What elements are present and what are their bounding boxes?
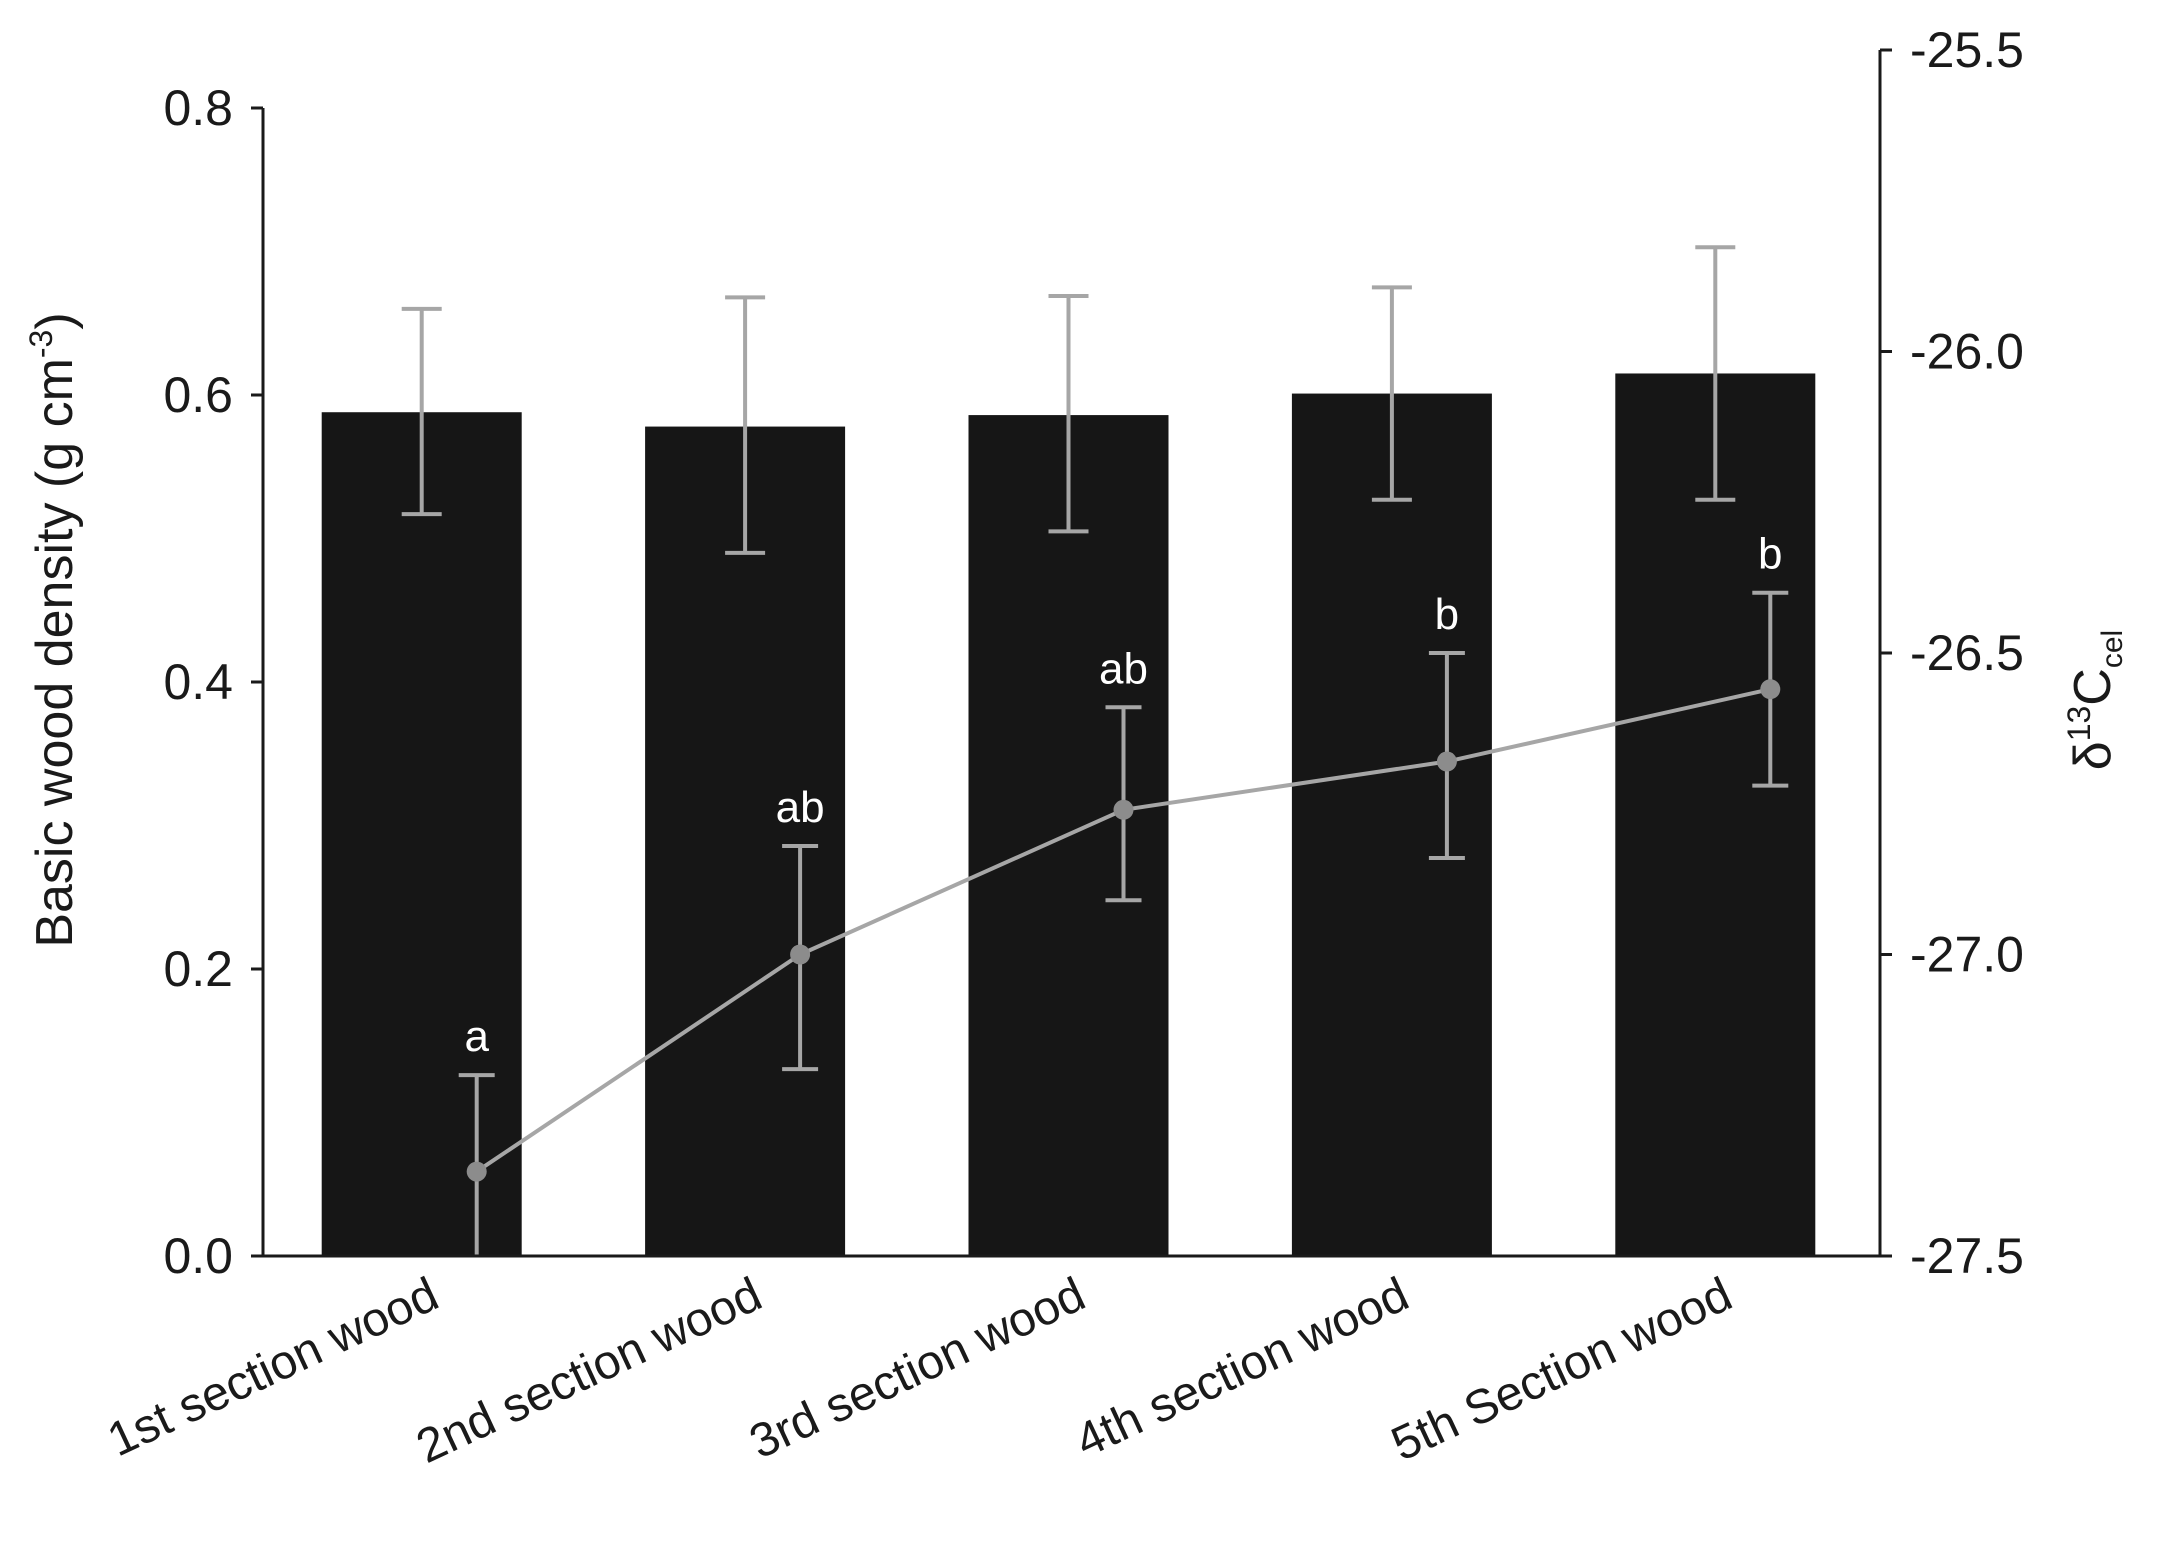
category-label-3: 3rd section wood bbox=[742, 1268, 1093, 1469]
bar-5 bbox=[1615, 373, 1816, 1257]
line-point-3 bbox=[1113, 799, 1134, 820]
category-label-2: 2nd section wood bbox=[409, 1268, 770, 1474]
bars-layer bbox=[321, 373, 1816, 1257]
significance-label-2: ab bbox=[776, 783, 825, 832]
line-point-2 bbox=[790, 944, 811, 965]
right-tick-label-3: -26.5 bbox=[1910, 625, 2024, 681]
significance-label-5: b bbox=[1758, 530, 1782, 579]
significance-label-3: ab bbox=[1099, 644, 1148, 693]
line-point-5 bbox=[1760, 679, 1781, 700]
category-label-1: 1st section wood bbox=[100, 1268, 446, 1467]
left-tick-label-2: 0.2 bbox=[163, 941, 233, 997]
line-point-4 bbox=[1436, 751, 1457, 772]
category-label-5: 5th Section wood bbox=[1384, 1268, 1740, 1472]
bar-2 bbox=[645, 426, 846, 1256]
left-tick-label-3: 0.4 bbox=[163, 654, 233, 710]
bar-1 bbox=[321, 412, 522, 1257]
left-axis-title: Basic wood density (g cm-3) bbox=[23, 312, 84, 947]
axes-layer bbox=[251, 48, 1892, 1258]
right-axis-title: δ13Ccel bbox=[2061, 630, 2129, 770]
significance-label-1: a bbox=[464, 1012, 489, 1061]
left-tick-label-1: 0.0 bbox=[163, 1228, 233, 1284]
left-tick-label-5: 0.8 bbox=[163, 80, 233, 136]
right-tick-label-2: -27.0 bbox=[1910, 927, 2024, 983]
bar-4 bbox=[1291, 393, 1492, 1256]
significance-label-4: b bbox=[1435, 590, 1459, 639]
bar-error-layer bbox=[401, 245, 1736, 555]
line-point-1 bbox=[466, 1161, 487, 1182]
line-layer bbox=[458, 590, 1789, 1256]
right-tick-label-1: -27.5 bbox=[1910, 1228, 2024, 1284]
left-tick-label-4: 0.6 bbox=[163, 367, 233, 423]
right-tick-label-5: -25.5 bbox=[1910, 22, 2024, 78]
right-tick-label-4: -26.0 bbox=[1910, 324, 2024, 380]
category-label-4: 4th section wood bbox=[1068, 1268, 1417, 1468]
